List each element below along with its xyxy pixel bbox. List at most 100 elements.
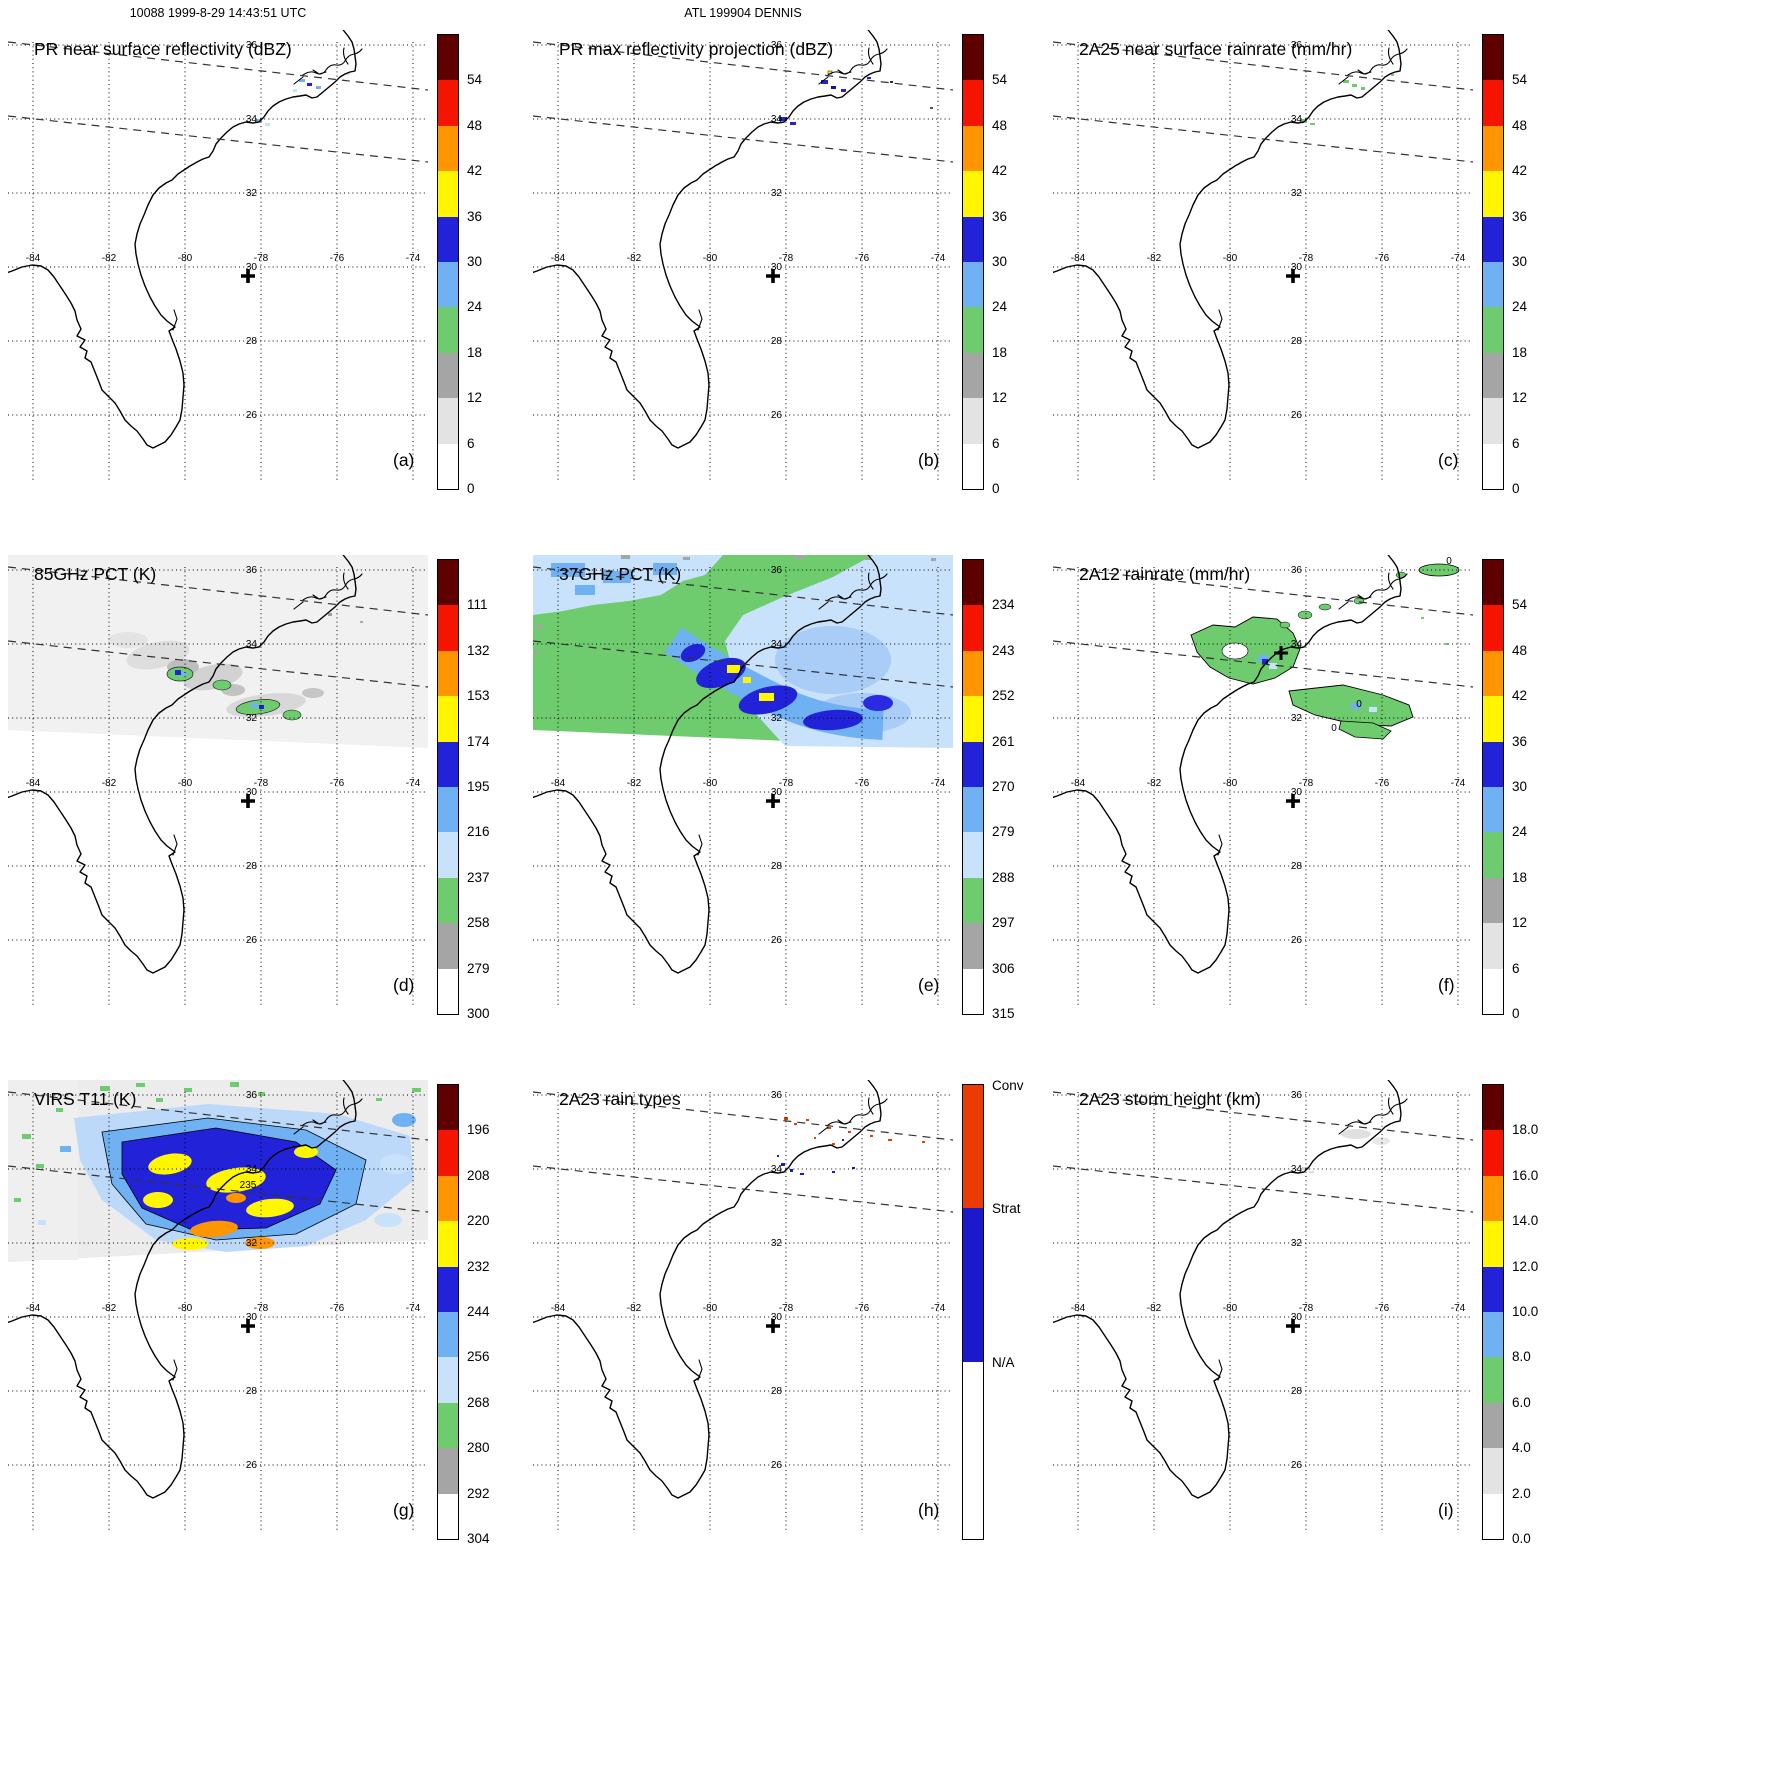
- colorbar-tick-label: 0: [1512, 481, 1520, 496]
- lon-label: -74: [406, 1303, 421, 1314]
- colorbar-tick-label: 36: [1512, 733, 1528, 749]
- swath-edge-dashes: [1053, 41, 1473, 163]
- lon-label: -78: [254, 1303, 269, 1314]
- colorbar-segment: [1483, 352, 1503, 399]
- panel-letter: (c): [1438, 450, 1459, 470]
- panel-g: -84 -82 -80 -78 -76 -74 36 34 32 30 28 26 235 VIRS …: [8, 1080, 528, 1602]
- data-overlay-f: [1190, 563, 1460, 740]
- lon-label: -80: [178, 778, 193, 789]
- colorbar-segment: [963, 35, 983, 81]
- colorbar-tick-label: 24: [467, 299, 483, 315]
- colorbar-tick-label: 54: [467, 72, 483, 88]
- colorbar-tick-label: 244: [467, 1304, 490, 1319]
- colorbar-segment: [1483, 968, 1503, 1014]
- colorbar-segment: [438, 1266, 458, 1312]
- lat-label: 36: [771, 565, 783, 576]
- lon-label: -84: [26, 1303, 41, 1314]
- colorbar-segment: [963, 968, 983, 1014]
- contour-label: 235: [240, 1180, 257, 1191]
- colorbar-tick-label: 153: [467, 688, 490, 704]
- colorbar-tick-label: 6.0: [1512, 1394, 1531, 1410]
- colorbar-segment: [963, 171, 983, 217]
- colorbar-segment: [1483, 1266, 1503, 1312]
- colorbar-segment: [1483, 35, 1503, 81]
- colorbar: 196 208 220 232 244 256 268 280 292 304: [437, 1084, 490, 1546]
- panel-title: VIRS T11 (K): [34, 1089, 137, 1109]
- lat-label: 34: [246, 114, 258, 125]
- lon-label: -82: [627, 778, 642, 789]
- panel-title: 2A23 rain types: [559, 1089, 681, 1109]
- data-overlay-c: [1301, 74, 1394, 125]
- lon-label: -80: [1223, 778, 1238, 789]
- colorbar-tick-label: 220: [467, 1213, 490, 1229]
- panel-title: 2A25 near surface rainrate (mm/hr): [1079, 39, 1353, 59]
- colorbar-segment: [963, 1085, 983, 1208]
- colorbar-segment: [1483, 1130, 1503, 1176]
- colorbar-tick-label: 208: [467, 1167, 490, 1183]
- colorbar-tick-label: 12.0: [1512, 1258, 1539, 1274]
- lon-label: -74: [406, 778, 421, 789]
- colorbar-tick-label: 48: [992, 117, 1008, 133]
- lat-label: 30: [1291, 787, 1303, 798]
- lat-label: 28: [246, 1386, 258, 1397]
- coastline: [1053, 1080, 1402, 1499]
- lat-label: 32: [246, 713, 258, 724]
- colorbar-tick-label: 42: [467, 163, 483, 179]
- lon-label: -76: [1375, 253, 1390, 264]
- colorbar-tick-label: 16.0: [1512, 1167, 1539, 1183]
- lon-label: -74: [931, 778, 946, 789]
- colorbar-segment: [438, 741, 458, 787]
- colorbar-segment: [1483, 125, 1503, 172]
- lon-label: -78: [779, 253, 794, 264]
- axis-labels: -84 -82 -80 -78 -76 -74 36 34 32 30 28 26: [1071, 1090, 1466, 1471]
- colorbar-tick-label: 111: [467, 597, 488, 613]
- lat-label: 30: [771, 262, 783, 273]
- colorbar-tick-label: 132: [467, 642, 490, 658]
- map-e: -84 -82 -80 -78 -76 -74 36 34 32 30 28 26: [533, 555, 953, 1008]
- coastline: [533, 30, 882, 449]
- lat-label: 28: [1291, 336, 1303, 347]
- colorbar-segment: [438, 352, 458, 399]
- panel-letter: (h): [918, 1500, 940, 1520]
- colorbar-tick-label: 306: [992, 960, 1015, 976]
- lat-label: 32: [771, 188, 783, 199]
- colorbar-segment: [1483, 832, 1503, 878]
- lat-label: 34: [771, 1164, 783, 1175]
- colorbar-segment: [1483, 1085, 1503, 1131]
- colorbar-segment: [1483, 1448, 1503, 1494]
- panel-i: -84 -82 -80 -78 -76 -74 36 34 32 30 28 26 2A23 stor…: [1053, 1080, 1573, 1602]
- colorbar-segment: [438, 1448, 458, 1494]
- map-i: -84 -82 -80 -78 -76 -74 36 34 32 30 28 26: [1053, 1080, 1473, 1533]
- colorbar-segment: [1483, 1312, 1503, 1358]
- lat-label: 28: [246, 861, 258, 872]
- colorbar-segment: [1483, 216, 1503, 262]
- colorbar-segment: [438, 171, 458, 217]
- colorbar-segment: [438, 80, 458, 126]
- colorbar-segment: [1483, 1175, 1503, 1222]
- map-g: -84 -82 -80 -78 -76 -74 36 34 32 30 28 26 235: [8, 1080, 428, 1533]
- colorbar-tick-label: 30: [1512, 779, 1528, 794]
- panel-title: 85GHz PCT (K): [34, 564, 157, 584]
- colorbar-segment: [1483, 398, 1503, 444]
- lat-label: 34: [1291, 114, 1303, 125]
- colorbar-segment: [1483, 877, 1503, 924]
- colorbar-tick-label: 30: [1512, 254, 1528, 269]
- contour-label: 0: [1331, 723, 1337, 734]
- axis-labels: -84 -82 -80 -78 -76 -74 36 34 32 30 28 26: [26, 565, 421, 946]
- lon-label: -76: [1375, 1303, 1390, 1314]
- colorbar-tick-label: 18.0: [1512, 1122, 1539, 1138]
- coastline: [533, 1080, 882, 1499]
- colorbar-segment: [963, 216, 983, 262]
- colorbar-tick-label: 12: [1512, 390, 1528, 406]
- colorbar-segment: [438, 1221, 458, 1267]
- colorbar-segment: [438, 307, 458, 353]
- lat-label: 30: [771, 1312, 783, 1323]
- colorbar-segment: [438, 877, 458, 924]
- lon-label: -74: [931, 253, 946, 264]
- colorbar-tick-label: 42: [992, 163, 1008, 179]
- lon-label: -82: [102, 1303, 117, 1314]
- colorbar: 54 48 42 36 30 24 18 12 6 0: [962, 34, 1007, 496]
- colorbar-tick-label: 6: [467, 435, 475, 451]
- colorbar-segment: [438, 125, 458, 172]
- axis-labels: -84 -82 -80 -78 -76 -74 36 34 32 30 28 26: [551, 1090, 946, 1471]
